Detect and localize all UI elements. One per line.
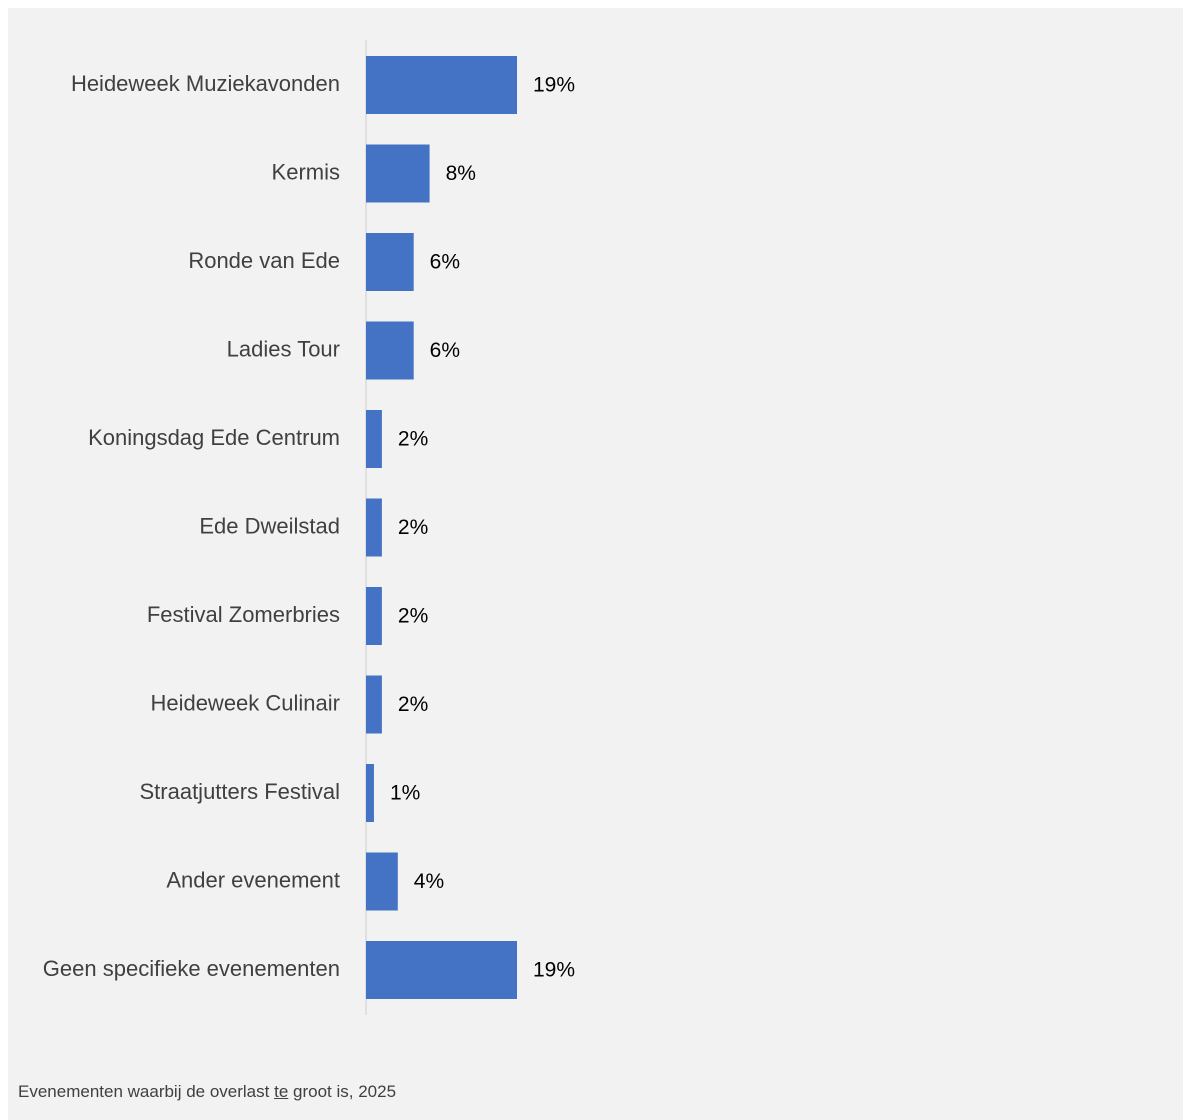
category-label: Straatjutters Festival	[139, 779, 340, 804]
category-label: Ede Dweilstad	[199, 513, 340, 538]
data-label: 4%	[414, 870, 444, 893]
bar	[366, 764, 374, 822]
caption-text-underlined: te	[274, 1082, 289, 1101]
bar	[366, 587, 382, 645]
bar	[366, 410, 382, 468]
caption-text-end: groot is, 2025	[288, 1082, 397, 1101]
category-label: Ladies Tour	[227, 336, 340, 361]
category-label: Ander evenement	[166, 867, 340, 892]
data-label: 1%	[390, 782, 420, 805]
category-label: Heideweek Muziekavonden	[71, 71, 340, 96]
data-label: 19%	[533, 74, 575, 97]
data-label: 2%	[398, 516, 428, 539]
category-label: Ronde van Ede	[188, 248, 340, 273]
bar	[366, 233, 414, 291]
data-label: 2%	[398, 605, 428, 628]
bar	[366, 852, 398, 911]
category-label: Heideweek Culinair	[150, 690, 340, 715]
bar	[366, 941, 517, 999]
category-label: Geen specifieke evenementen	[43, 956, 340, 981]
bar-chart: Heideweek Muziekavonden 19% Kermis 8% Ronde …	[43, 40, 575, 1015]
bar	[366, 498, 382, 557]
data-label: 6%	[430, 251, 460, 274]
category-label: Festival Zomerbries	[147, 602, 340, 627]
category-label: Koningsdag Ede Centrum	[88, 425, 340, 450]
chart-caption: Evenementen waarbij de overlast te groot…	[18, 1082, 396, 1102]
category-label: Kermis	[272, 159, 340, 184]
chart-background	[8, 8, 1183, 1120]
data-label: 2%	[398, 428, 428, 451]
bar	[366, 144, 430, 203]
bar	[366, 675, 382, 734]
data-label: 2%	[398, 693, 428, 716]
bar	[366, 321, 414, 380]
bar	[366, 56, 517, 114]
data-label: 19%	[533, 959, 575, 982]
caption-text-start: Evenementen waarbij de overlast	[18, 1082, 275, 1101]
data-label: 8%	[446, 162, 476, 185]
data-label: 6%	[430, 339, 460, 362]
